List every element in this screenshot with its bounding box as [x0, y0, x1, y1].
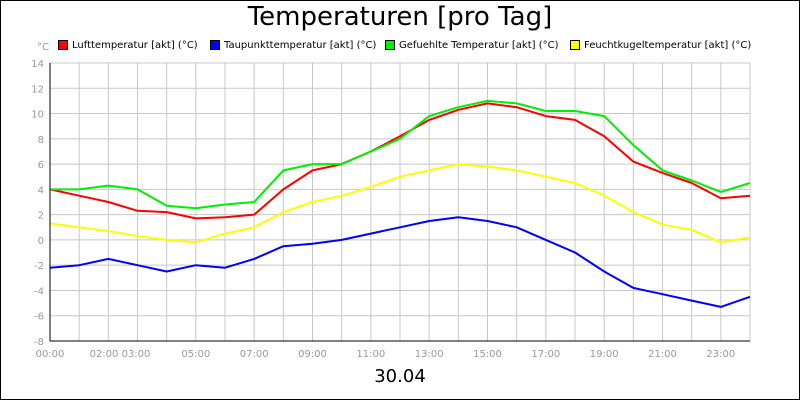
y-tick-label: -8 — [34, 337, 44, 348]
legend-swatch-green — [385, 40, 395, 50]
x-tick-label: 00:00 — [36, 349, 65, 360]
legend-label: Lufttemperatur [akt] (°C) — [72, 39, 198, 51]
x-tick-label: 19:00 — [590, 349, 619, 360]
y-tick-label: 0 — [38, 236, 44, 247]
y-tick-label: 6 — [38, 160, 44, 171]
chart-title: Temperaturen [pro Tag] — [247, 2, 553, 32]
y-axis-unit-label: °C — [37, 42, 49, 53]
series-line-2 — [50, 99, 751, 210]
x-tick-label: 05:00 — [181, 349, 210, 360]
y-tick-label: 4 — [38, 185, 44, 196]
y-tick-label: 2 — [38, 211, 44, 222]
legend-swatch-yellow — [570, 40, 580, 50]
legend-item-gefuehlte-temperatur: Gefuehlte Temperatur [akt] (°C) — [385, 38, 558, 52]
x-tick-label: 07:00 — [240, 349, 269, 360]
legend-label: Feuchtkugeltemperatur [akt] (°C) — [584, 39, 752, 51]
y-tick-label: -2 — [34, 261, 44, 272]
x-tick-label: 02:00 03:00 — [90, 349, 151, 360]
legend-swatch-red — [58, 40, 68, 50]
x-tick-label: 09:00 — [298, 349, 327, 360]
legend-item-taupunkttemperatur: Taupunkttemperatur [akt] (°C) — [210, 38, 376, 52]
series-line-1 — [49, 216, 751, 308]
y-tick-label: 10 — [31, 110, 44, 121]
x-axis-date-label: 30.04 — [374, 366, 426, 387]
y-tick-label: -6 — [34, 312, 44, 323]
legend-label: Gefuehlte Temperatur [akt] (°C) — [399, 39, 559, 51]
legend-swatch-blue — [210, 40, 220, 50]
x-tick-label: 23:00 — [706, 349, 735, 360]
y-tick-label: 12 — [31, 84, 44, 95]
x-tick-label: 21:00 — [648, 349, 677, 360]
legend-label: Taupunkttemperatur [akt] (°C) — [224, 39, 377, 51]
x-tick-label: 11:00 — [356, 349, 385, 360]
legend-item-lufttemperatur: Lufttemperatur [akt] (°C) — [58, 38, 198, 52]
y-tick-label: -4 — [34, 286, 44, 297]
series-line-3 — [49, 163, 751, 244]
series-line-0 — [49, 102, 751, 220]
chart-legend: Lufttemperatur [akt] (°C) Taupunkttemper… — [0, 38, 800, 52]
y-tick-label: 8 — [38, 135, 44, 146]
x-tick-label: 13:00 — [415, 349, 444, 360]
x-tick-label: 15:00 — [473, 349, 502, 360]
y-tick-label: 14 — [31, 59, 44, 70]
legend-item-feuchtkugeltemperatur: Feuchtkugeltemperatur [akt] (°C) — [570, 38, 751, 52]
x-tick-label: 17:00 — [531, 349, 560, 360]
